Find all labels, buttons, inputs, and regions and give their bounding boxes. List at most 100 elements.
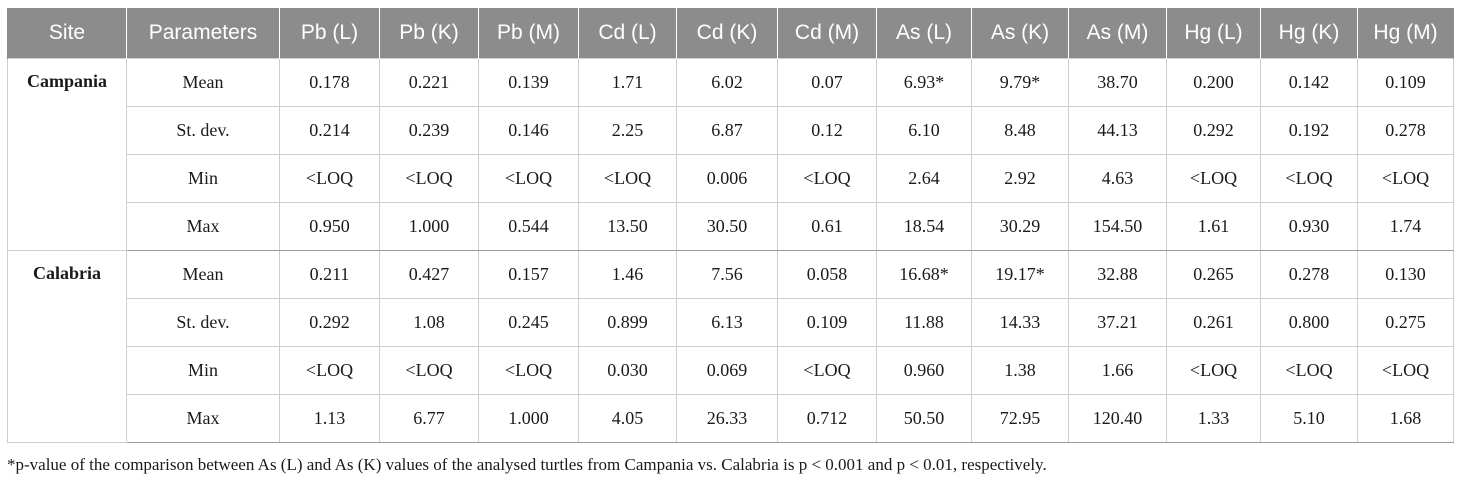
- parameter-cell: St. dev.: [126, 298, 280, 347]
- value-cell: 26.33: [676, 394, 778, 443]
- value-cell: 30.50: [676, 202, 778, 251]
- value-cell: 30.29: [971, 202, 1069, 251]
- value-cell: <LOQ: [279, 154, 380, 203]
- value-cell: 0.058: [777, 250, 877, 299]
- value-cell: 0.211: [279, 250, 380, 299]
- table-row: St. dev. 0.292 1.08 0.245 0.899 6.13 0.109 11.8…: [8, 298, 1454, 347]
- value-cell: 6.02: [676, 58, 778, 107]
- value-cell: 0.61: [777, 202, 877, 251]
- metals-table: Site Parameters Pb (L) Pb (K) Pb (M) Cd …: [7, 8, 1454, 443]
- value-cell: 1.38: [971, 346, 1069, 395]
- value-cell: 50.50: [876, 394, 972, 443]
- value-cell: <LOQ: [478, 346, 579, 395]
- value-cell: <LOQ: [777, 346, 877, 395]
- value-cell: 0.192: [1260, 106, 1358, 155]
- site-cell: Campania: [7, 58, 127, 251]
- value-cell: 0.214: [279, 106, 380, 155]
- table-row: St. dev. 0.214 0.239 0.146 2.25 6.87 0.12 6.10 8…: [8, 106, 1454, 155]
- value-cell: <LOQ: [1260, 346, 1358, 395]
- value-cell: 1.000: [478, 394, 579, 443]
- value-cell: 1.68: [1357, 394, 1454, 443]
- value-cell: 1.08: [379, 298, 479, 347]
- parameter-cell: Mean: [126, 58, 280, 107]
- value-cell: 0.157: [478, 250, 579, 299]
- value-cell: 32.88: [1068, 250, 1167, 299]
- value-cell: 0.109: [777, 298, 877, 347]
- parameter-cell: Min: [126, 154, 280, 203]
- value-cell: 0.712: [777, 394, 877, 443]
- value-cell: 18.54: [876, 202, 972, 251]
- value-cell: 9.79*: [971, 58, 1069, 107]
- header-as-k: As (K): [971, 8, 1069, 59]
- value-cell: 0.292: [1166, 106, 1261, 155]
- value-cell: 72.95: [971, 394, 1069, 443]
- value-cell: <LOQ: [578, 154, 677, 203]
- value-cell: 0.006: [676, 154, 778, 203]
- value-cell: 0.544: [478, 202, 579, 251]
- value-cell: <LOQ: [1357, 346, 1454, 395]
- value-cell: 0.278: [1260, 250, 1358, 299]
- value-cell: <LOQ: [1260, 154, 1358, 203]
- value-cell: 0.427: [379, 250, 479, 299]
- value-cell: 1.61: [1166, 202, 1261, 251]
- value-cell: 1.74: [1357, 202, 1454, 251]
- table-body: Campania Mean 0.178 0.221 0.139 1.71 6.02 0.07 6…: [7, 58, 1454, 443]
- header-as-l: As (L): [876, 8, 972, 59]
- value-cell: 0.245: [478, 298, 579, 347]
- value-cell: 6.87: [676, 106, 778, 155]
- value-cell: 0.030: [578, 346, 677, 395]
- value-cell: <LOQ: [1357, 154, 1454, 203]
- table-row: Max 1.13 6.77 1.000 4.05 26.33 0.712 50.50 72.95…: [8, 394, 1454, 443]
- value-cell: 37.21: [1068, 298, 1167, 347]
- header-cd-k: Cd (K): [676, 8, 778, 59]
- value-cell: 16.68*: [876, 250, 972, 299]
- table-row: Min <LOQ <LOQ <LOQ 0.030 0.069 <LOQ 0.960 1.38 1.…: [8, 346, 1454, 395]
- value-cell: 1.71: [578, 58, 677, 107]
- table-row: Campania Mean 0.178 0.221 0.139 1.71 6.02 0.07 6…: [7, 58, 1454, 251]
- value-cell: 13.50: [578, 202, 677, 251]
- value-cell: 0.899: [578, 298, 677, 347]
- header-site: Site: [7, 8, 127, 59]
- value-cell: 6.13: [676, 298, 778, 347]
- value-cell: 0.930: [1260, 202, 1358, 251]
- value-cell: 0.109: [1357, 58, 1454, 107]
- data-table-container: Site Parameters Pb (L) Pb (K) Pb (M) Cd …: [7, 8, 1454, 443]
- value-cell: 0.239: [379, 106, 479, 155]
- value-cell: 6.10: [876, 106, 972, 155]
- header-cd-m: Cd (M): [777, 8, 877, 59]
- value-cell: <LOQ: [478, 154, 579, 203]
- table-row: Max 0.950 1.000 0.544 13.50 30.50 0.61 18.54 30.…: [8, 202, 1454, 251]
- value-cell: 0.178: [279, 58, 380, 107]
- value-cell: <LOQ: [379, 154, 479, 203]
- value-cell: 0.130: [1357, 250, 1454, 299]
- value-cell: 0.950: [279, 202, 380, 251]
- value-cell: 0.265: [1166, 250, 1261, 299]
- parameter-cell: Max: [126, 394, 280, 443]
- value-cell: 0.960: [876, 346, 972, 395]
- value-cell: <LOQ: [777, 154, 877, 203]
- header-row: Site Parameters Pb (L) Pb (K) Pb (M) Cd …: [7, 8, 1454, 59]
- value-cell: 4.05: [578, 394, 677, 443]
- header-as-m: As (M): [1068, 8, 1167, 59]
- header-pb-l: Pb (L): [279, 8, 380, 59]
- value-cell: 0.146: [478, 106, 579, 155]
- value-cell: 0.800: [1260, 298, 1358, 347]
- header-cd-l: Cd (L): [578, 8, 677, 59]
- value-cell: <LOQ: [279, 346, 380, 395]
- value-cell: 0.292: [279, 298, 380, 347]
- value-cell: 0.069: [676, 346, 778, 395]
- value-cell: 0.07: [777, 58, 877, 107]
- value-cell: 6.77: [379, 394, 479, 443]
- value-cell: 11.88: [876, 298, 972, 347]
- header-parameters: Parameters: [126, 8, 280, 59]
- value-cell: 1.66: [1068, 346, 1167, 395]
- header-hg-k: Hg (K): [1260, 8, 1358, 59]
- value-cell: 1.000: [379, 202, 479, 251]
- value-cell: 120.40: [1068, 394, 1167, 443]
- parameter-cell: St. dev.: [126, 106, 280, 155]
- value-cell: 0.278: [1357, 106, 1454, 155]
- table-row: Min <LOQ <LOQ <LOQ <LOQ 0.006 <LOQ 2.64 2.92 4.63…: [8, 154, 1454, 203]
- parameter-cell: Max: [126, 202, 280, 251]
- value-cell: <LOQ: [1166, 154, 1261, 203]
- value-cell: 0.221: [379, 58, 479, 107]
